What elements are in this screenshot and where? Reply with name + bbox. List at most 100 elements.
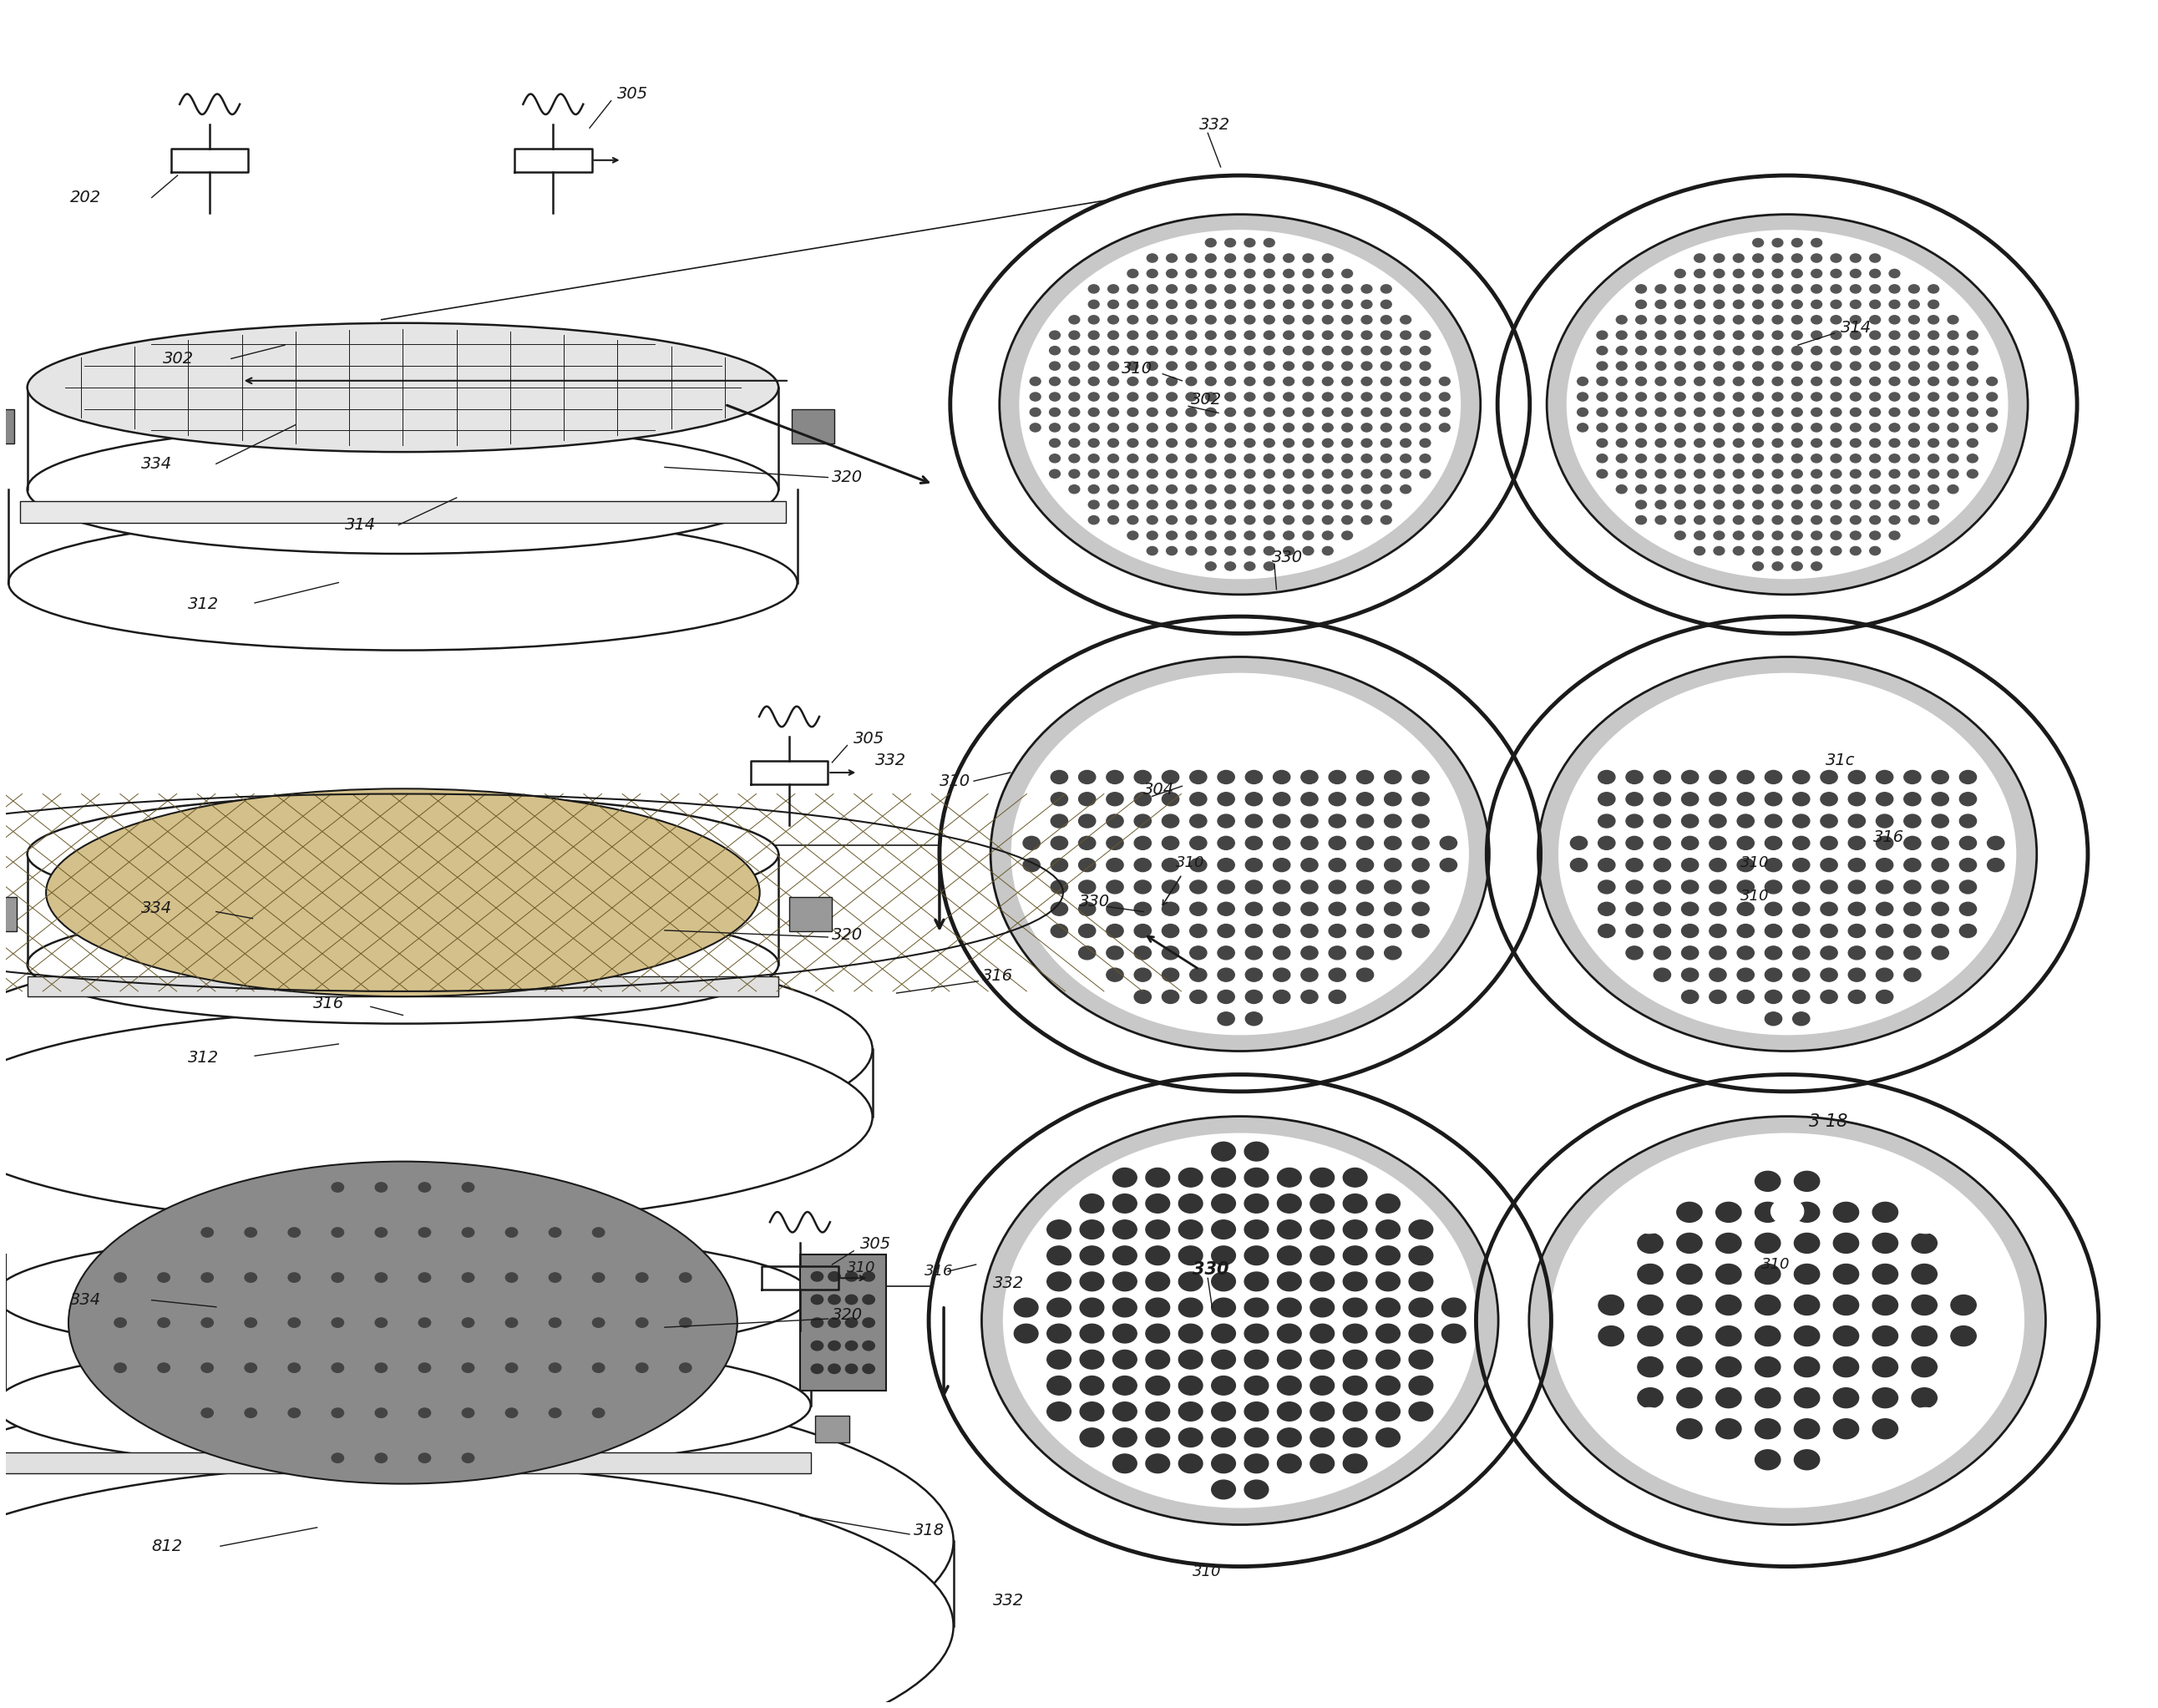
- Circle shape: [1146, 1377, 1170, 1395]
- Circle shape: [1342, 393, 1353, 401]
- Circle shape: [1793, 859, 1811, 871]
- Circle shape: [1401, 424, 1411, 432]
- Circle shape: [1772, 316, 1783, 325]
- Circle shape: [1088, 424, 1098, 432]
- Circle shape: [1655, 316, 1666, 325]
- Circle shape: [1616, 316, 1627, 325]
- Circle shape: [1381, 746, 1405, 763]
- Circle shape: [1929, 746, 1951, 763]
- Circle shape: [1709, 815, 1726, 828]
- Circle shape: [1271, 702, 1293, 719]
- Circle shape: [1161, 770, 1178, 784]
- Circle shape: [1772, 562, 1783, 570]
- Circle shape: [1165, 270, 1176, 278]
- Circle shape: [1908, 516, 1918, 524]
- Ellipse shape: [0, 1230, 811, 1360]
- Circle shape: [1821, 946, 1836, 960]
- Circle shape: [375, 1319, 386, 1327]
- Circle shape: [1206, 301, 1217, 309]
- Circle shape: [1793, 1419, 1819, 1438]
- Circle shape: [863, 1295, 874, 1305]
- Circle shape: [1709, 902, 1726, 915]
- Circle shape: [375, 1272, 386, 1283]
- Circle shape: [1107, 454, 1118, 463]
- Circle shape: [1161, 859, 1178, 871]
- Circle shape: [1310, 1298, 1334, 1317]
- Circle shape: [1675, 531, 1685, 540]
- Circle shape: [1401, 439, 1411, 447]
- Circle shape: [1107, 968, 1124, 982]
- Circle shape: [1793, 770, 1811, 784]
- Text: 310: 310: [848, 1261, 876, 1276]
- Circle shape: [1114, 1349, 1137, 1370]
- Circle shape: [1245, 239, 1256, 248]
- Circle shape: [1165, 285, 1176, 294]
- Circle shape: [1029, 408, 1040, 417]
- Circle shape: [1265, 270, 1275, 278]
- Circle shape: [1834, 1233, 1858, 1254]
- Text: 310: 310: [1176, 856, 1204, 869]
- Circle shape: [1754, 1295, 1780, 1315]
- Circle shape: [1849, 439, 1860, 447]
- Circle shape: [1811, 316, 1821, 325]
- Ellipse shape: [28, 794, 779, 914]
- Circle shape: [1245, 837, 1262, 849]
- Circle shape: [1694, 531, 1705, 540]
- Circle shape: [1869, 331, 1880, 340]
- Circle shape: [829, 1319, 839, 1327]
- Circle shape: [1821, 815, 1836, 828]
- Circle shape: [1498, 176, 2078, 634]
- Circle shape: [1675, 285, 1685, 294]
- Circle shape: [1625, 880, 1642, 893]
- Circle shape: [1597, 347, 1608, 355]
- Circle shape: [1694, 470, 1705, 478]
- Circle shape: [1849, 424, 1860, 432]
- Circle shape: [1655, 377, 1666, 386]
- Circle shape: [1165, 500, 1176, 509]
- Circle shape: [1245, 1324, 1269, 1342]
- Circle shape: [1049, 454, 1060, 463]
- Circle shape: [1178, 1220, 1202, 1238]
- Circle shape: [1217, 924, 1234, 938]
- Circle shape: [1303, 377, 1314, 386]
- Circle shape: [1849, 301, 1860, 309]
- Circle shape: [1737, 880, 1754, 893]
- Circle shape: [1107, 377, 1118, 386]
- Circle shape: [1772, 439, 1783, 447]
- Circle shape: [1694, 454, 1705, 463]
- Circle shape: [1754, 1450, 1780, 1471]
- Circle shape: [1675, 408, 1685, 417]
- Circle shape: [1959, 924, 1977, 938]
- Circle shape: [1107, 439, 1118, 447]
- Bar: [790, 897, 833, 931]
- Text: 305: 305: [617, 85, 650, 102]
- Circle shape: [1278, 1454, 1301, 1472]
- Circle shape: [1754, 1233, 1780, 1254]
- Circle shape: [1681, 859, 1698, 871]
- Circle shape: [1793, 880, 1811, 893]
- Circle shape: [1342, 285, 1353, 294]
- Circle shape: [1821, 837, 1836, 849]
- Circle shape: [1737, 859, 1754, 871]
- Circle shape: [1709, 793, 1726, 806]
- Circle shape: [1206, 470, 1217, 478]
- Circle shape: [1752, 301, 1763, 309]
- Circle shape: [1381, 285, 1392, 294]
- Circle shape: [1068, 377, 1079, 386]
- Circle shape: [1681, 770, 1698, 784]
- Circle shape: [1226, 454, 1237, 463]
- Circle shape: [1931, 770, 1949, 784]
- Circle shape: [332, 1272, 343, 1283]
- Circle shape: [1793, 1172, 1819, 1190]
- Circle shape: [1752, 439, 1763, 447]
- Circle shape: [863, 1365, 874, 1373]
- Circle shape: [1737, 793, 1754, 806]
- Circle shape: [1079, 902, 1096, 915]
- Circle shape: [1903, 880, 1921, 893]
- Circle shape: [1927, 470, 1938, 478]
- Circle shape: [1265, 331, 1275, 340]
- Text: 304: 304: [1144, 782, 1174, 798]
- Circle shape: [991, 658, 1489, 1050]
- Circle shape: [1694, 547, 1705, 555]
- Circle shape: [1908, 454, 1918, 463]
